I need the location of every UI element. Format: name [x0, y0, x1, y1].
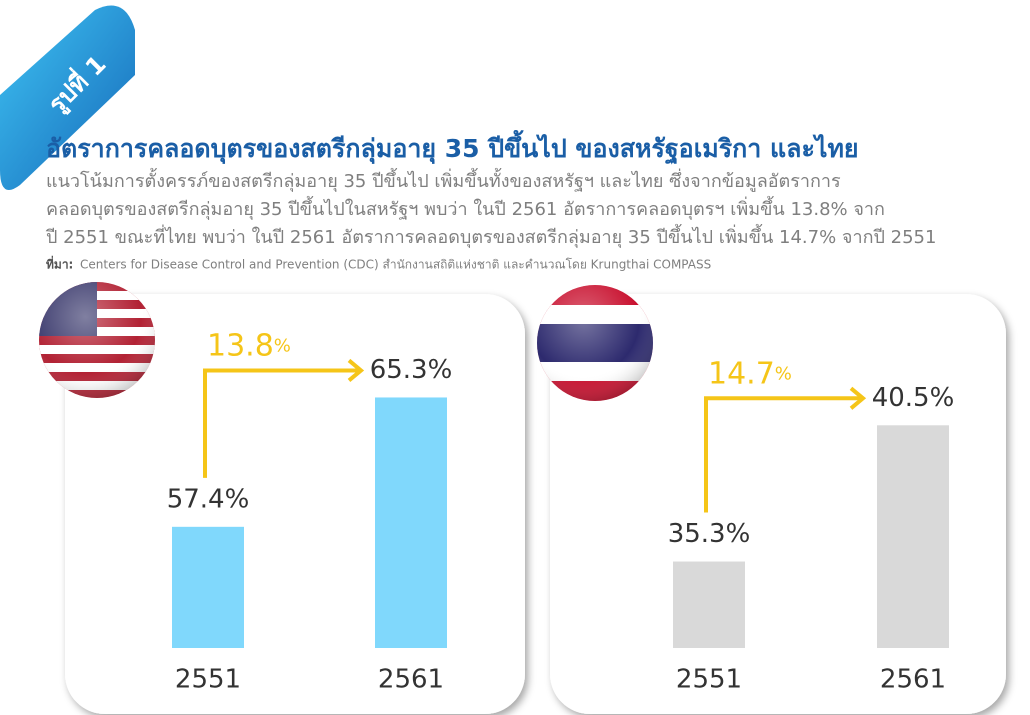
category-label: 2551 [676, 665, 742, 695]
arrow-head [849, 386, 867, 410]
source: Centers for Disease Control and Preventi… [80, 258, 711, 272]
source-label: ที่มา: [46, 256, 73, 272]
flag-us [39, 282, 155, 398]
bar [172, 526, 244, 648]
arrow-head [347, 358, 365, 382]
growth-value: 14.7 [708, 356, 775, 391]
category-label: 2561 [880, 665, 946, 695]
growth-arrow [203, 368, 359, 478]
subtitle: ปี 2551 ขณะที่ไทย พบว่า ในปี 2561 อัตราก… [46, 224, 937, 248]
growth-arrow [704, 396, 861, 513]
value-label: 35.3% [668, 519, 751, 549]
bar [877, 425, 949, 648]
bar [673, 561, 745, 648]
title: อัตราการคลอดบุตรของสตรีกลุ่มอายุ 35 ปีขึ… [46, 129, 859, 165]
bar [375, 397, 447, 648]
growth-label: 14.7% [708, 356, 792, 391]
badge-ribbon [0, 5, 135, 190]
value-label: 40.5% [872, 383, 955, 413]
growth-unit: % [274, 335, 291, 356]
value-label: 57.4% [167, 484, 250, 514]
growth-value: 13.8 [207, 328, 274, 363]
subtitle: แนวโน้มการตั้งครรภ์ของสตรีกลุ่มอายุ 35 ป… [46, 168, 841, 192]
flag-th [537, 285, 653, 401]
subtitle: คลอดบุตรของสตรีกลุ่มอายุ 35 ปีขึ้นไปในสห… [46, 196, 885, 220]
growth-unit: % [775, 363, 792, 384]
category-label: 2551 [175, 665, 241, 695]
growth-label: 13.8% [207, 328, 291, 363]
value-label: 65.3% [370, 355, 453, 385]
category-label: 2561 [378, 665, 444, 695]
